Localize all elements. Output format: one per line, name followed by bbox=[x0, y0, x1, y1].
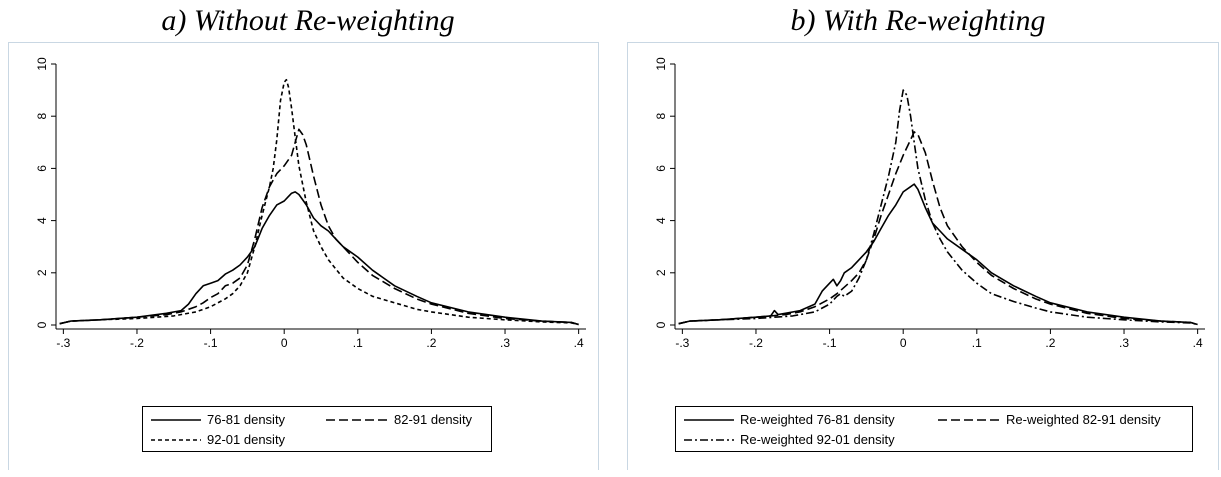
legend-label: 92-01 density bbox=[207, 432, 286, 447]
x-tick-label: -.2 bbox=[130, 336, 144, 350]
legend-swatch-shortdash bbox=[151, 438, 201, 441]
legend-label: Re-weighted 92-01 density bbox=[740, 432, 895, 447]
series-line-longdash bbox=[59, 128, 579, 326]
legend-item: 76-81 density bbox=[151, 412, 285, 427]
x-tick-label: .4 bbox=[1193, 336, 1203, 350]
x-tick-label: 0 bbox=[281, 336, 288, 350]
legend-item: Re-weighted 76-81 density bbox=[684, 412, 895, 427]
series-line-dashdot bbox=[678, 89, 1198, 326]
legend-swatch-solid bbox=[151, 418, 201, 421]
x-tick-label: .4 bbox=[574, 336, 584, 350]
x-tick-label: -.3 bbox=[56, 336, 70, 350]
x-tick-label: -.2 bbox=[749, 336, 763, 350]
y-tick-label: 6 bbox=[654, 165, 668, 172]
y-tick-label: 4 bbox=[35, 217, 49, 224]
legend-label: 82-91 density bbox=[394, 412, 473, 427]
density-chart-a: 0 2 4 6 8 10 -.3 -.2 -.1 0 .1 .2 .3 .4 bbox=[35, 57, 586, 350]
y-tick-label: 6 bbox=[35, 165, 49, 172]
y-tick-label: 4 bbox=[654, 217, 668, 224]
legend-swatch-solid bbox=[684, 418, 734, 421]
x-tick-label: -.3 bbox=[675, 336, 689, 350]
legend-label: Re-weighted 76-81 density bbox=[740, 412, 895, 427]
legend-a: 76-81 density 82-91 density 92-01 densit… bbox=[142, 406, 492, 452]
chart-title-a: a) Without Re-weighting bbox=[161, 4, 455, 37]
y-tick-label: 8 bbox=[35, 113, 49, 120]
y-tick-label: 2 bbox=[35, 269, 49, 276]
legend-label: Re-weighted 82-91 density bbox=[1006, 412, 1161, 427]
x-tick-label: .2 bbox=[1045, 336, 1055, 350]
legend-b: Re-weighted 76-81 density Re-weighted 82… bbox=[675, 406, 1193, 452]
legend-item: Re-weighted 82-91 density bbox=[938, 412, 1161, 427]
y-tick-label: 0 bbox=[654, 321, 668, 328]
legend-swatch-longdash bbox=[326, 418, 388, 421]
y-tick-label: 2 bbox=[654, 269, 668, 276]
density-chart-b: 0 2 4 6 8 10 -.3 -.2 -.1 0 .1 .2 .3 .4 bbox=[654, 57, 1205, 350]
series-line-solid bbox=[678, 183, 1198, 326]
x-tick-label: -.1 bbox=[823, 336, 837, 350]
y-tick-label: 10 bbox=[654, 57, 668, 71]
series-line-solid bbox=[59, 191, 579, 326]
legend-swatch-dashdot bbox=[684, 438, 734, 441]
legend-label: 76-81 density bbox=[207, 412, 286, 427]
x-tick-label: -.1 bbox=[204, 336, 218, 350]
legend-item: 92-01 density bbox=[151, 432, 285, 447]
series-line-shortdash bbox=[59, 78, 579, 326]
chart-frame-b bbox=[627, 42, 1219, 470]
y-tick-label: 0 bbox=[35, 321, 49, 328]
series-line-longdash bbox=[678, 131, 1198, 326]
x-tick-label: .2 bbox=[426, 336, 436, 350]
y-tick-label: 10 bbox=[35, 57, 49, 71]
x-tick-label: 0 bbox=[900, 336, 907, 350]
y-tick-label: 8 bbox=[654, 113, 668, 120]
legend-item: 82-91 density bbox=[326, 412, 472, 427]
x-tick-label: .3 bbox=[1119, 336, 1129, 350]
legend-swatch-longdash bbox=[938, 418, 1000, 421]
x-tick-label: .1 bbox=[353, 336, 363, 350]
x-tick-label: .1 bbox=[972, 336, 982, 350]
chart-frame-a bbox=[8, 42, 599, 470]
chart-title-b: b) With Re-weighting bbox=[790, 4, 1046, 37]
x-tick-label: .3 bbox=[500, 336, 510, 350]
legend-item: Re-weighted 92-01 density bbox=[684, 432, 895, 447]
